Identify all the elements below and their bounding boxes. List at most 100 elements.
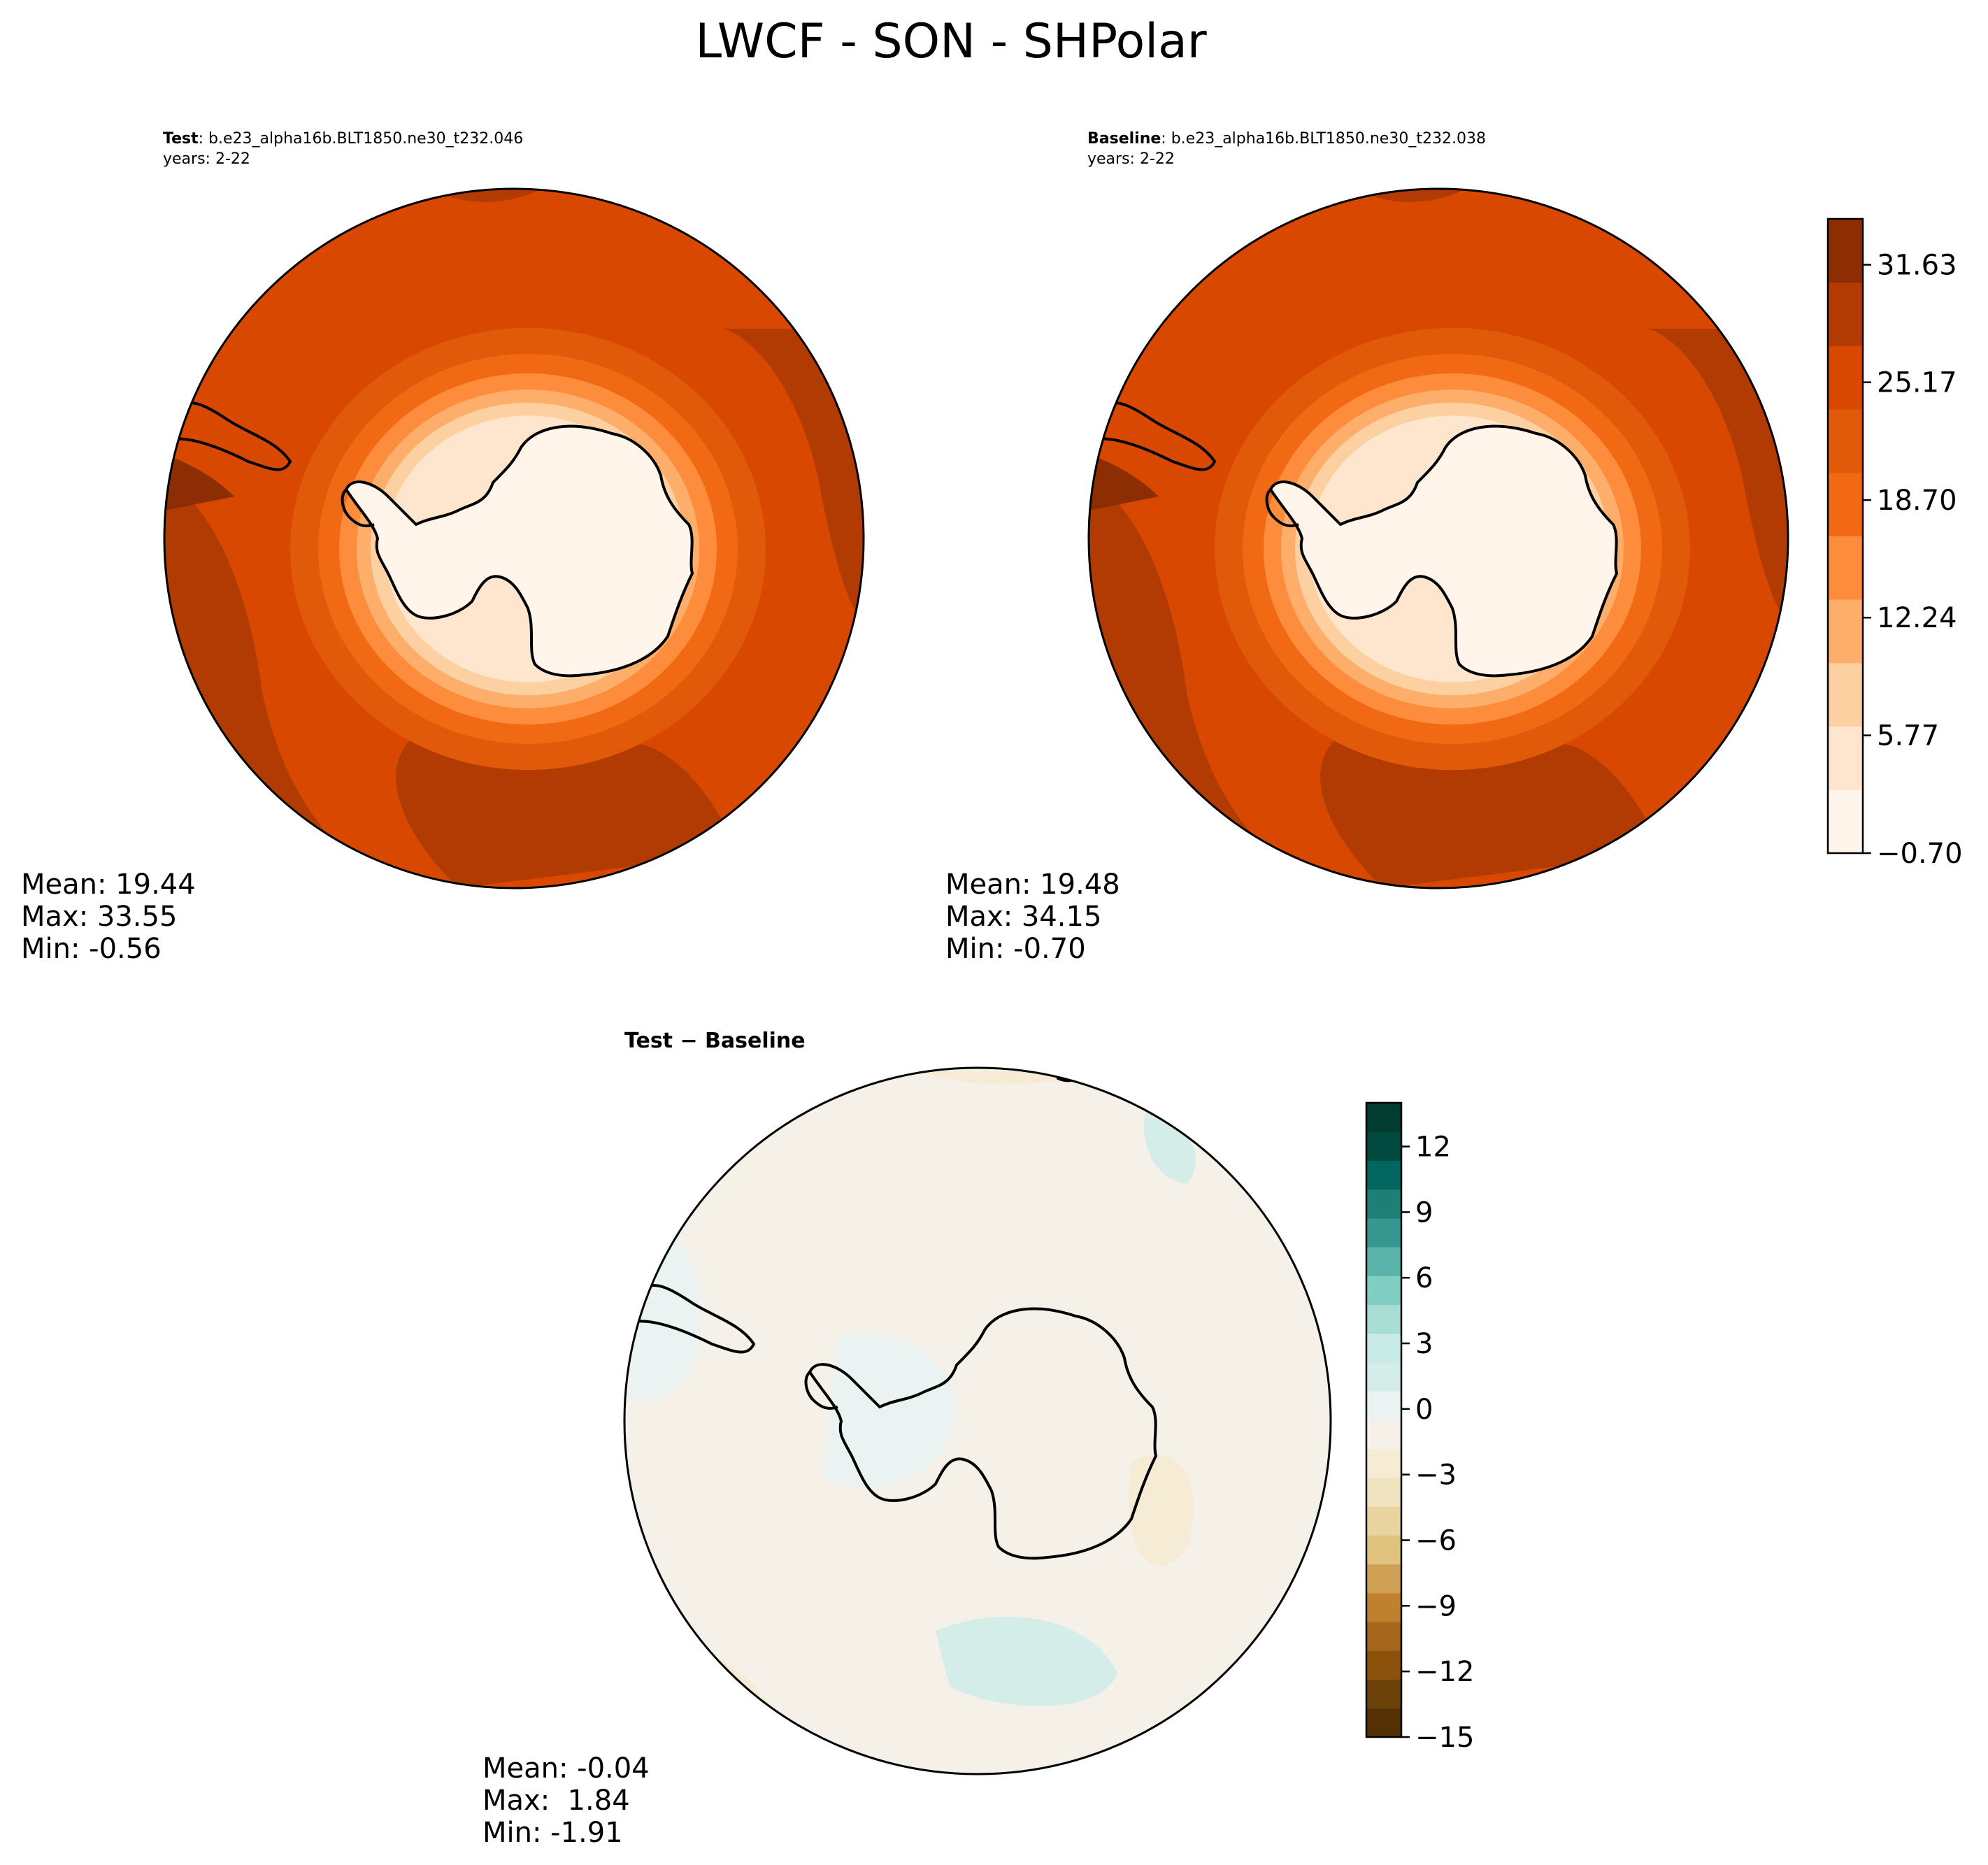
panel-baseline: Baseline: b.e23_alpha16b.BLT1850.ne30_t2…	[945, 130, 1789, 965]
panel-difference-map	[623, 1066, 1332, 1775]
colorbar-difference-segment	[1366, 1679, 1401, 1709]
panel-test-years: years: 2-22	[163, 150, 250, 168]
colorbar-difference-tick-label: −6	[1415, 1525, 1457, 1557]
panel-test: Test: b.e23_alpha16b.BLT1850.ne30_t232.0…	[21, 130, 865, 965]
panel-test-header: Test: b.e23_alpha16b.BLT1850.ne30_t232.0…	[163, 130, 523, 148]
map-boundary	[163, 187, 865, 889]
panel-baseline-years: years: 2-22	[1087, 150, 1175, 168]
colorbar-absolute: −0.70 5.77 12.24 18.70 25.17 31.63	[1826, 217, 1963, 870]
colorbar-difference-segment	[1366, 1564, 1401, 1594]
panel-baseline-map	[1087, 187, 1789, 889]
colorbar-absolute-segment	[1828, 726, 1863, 790]
south-america-coastline	[625, 1284, 756, 1354]
colorbar-difference-segment	[1366, 1189, 1401, 1219]
island-coastline	[593, 189, 617, 200]
panel-test-mean: Mean: 19.44	[21, 869, 196, 901]
colorbar-difference-segment	[1366, 1622, 1401, 1651]
colorbar-difference-segment	[1366, 1247, 1401, 1276]
field-diff-patch-4	[1129, 1454, 1194, 1566]
colorbar-difference-segment	[1366, 1217, 1401, 1248]
colorbar-difference-tick-label: −9	[1415, 1590, 1457, 1622]
panel-difference-max: Max: 1.84	[482, 1785, 630, 1817]
colorbar-absolute-segment	[1828, 345, 1863, 410]
colorbar-difference-tick-label: 6	[1415, 1262, 1433, 1294]
panel-difference-min: Min: -1.91	[482, 1817, 623, 1849]
colorbar-difference-segment	[1366, 1391, 1401, 1420]
colorbar-absolute-frame	[1826, 217, 1864, 855]
panel-difference-title: Test − Baseline	[624, 1029, 806, 1053]
panel-baseline-title-bold: Baseline	[1087, 130, 1161, 148]
colorbar-absolute-segment	[1828, 536, 1863, 600]
colorbar-absolute-segment	[1828, 219, 1863, 283]
field-band-max-2	[1648, 329, 1788, 622]
field-diff-patch-1	[824, 1333, 957, 1488]
panel-difference-mean: Mean: -0.04	[482, 1752, 650, 1785]
colorbar-difference-tick-label: −3	[1415, 1459, 1457, 1492]
colorbar-difference-segment	[1366, 1420, 1401, 1450]
panel-baseline-title-rest: : b.e23_alpha16b.BLT1850.ne30_t232.038	[1161, 130, 1486, 148]
antarctica-coastline	[1268, 424, 1619, 678]
colorbar-difference-tick-label: 3	[1415, 1328, 1433, 1360]
field-band-max-2	[724, 329, 864, 622]
antarctica-coastline	[344, 424, 694, 678]
field-band-polar	[1271, 426, 1617, 676]
colorbar-absolute-tick-label: 31.63	[1877, 250, 1957, 282]
map-boundary	[1087, 187, 1789, 889]
field-diff-patch-2	[936, 1617, 1117, 1706]
south-america-coastline	[1089, 401, 1217, 471]
panel-difference: Test − Baseline Mean: -0.04 Max: 1.84 Mi…	[482, 1029, 1332, 1849]
colorbar-absolute-tick-label: −0.70	[1877, 838, 1963, 870]
colorbar-difference-segment	[1366, 1708, 1401, 1738]
peninsula-coastline	[1265, 488, 1299, 527]
map-boundary	[623, 1066, 1332, 1775]
panel-baseline-header: Baseline: b.e23_alpha16b.BLT1850.ne30_t2…	[1087, 130, 1486, 148]
colorbar-absolute-segment	[1828, 599, 1863, 664]
colorbar-difference-tick-label: −12	[1415, 1656, 1474, 1688]
field-band-peak	[1089, 455, 1159, 510]
colorbar-difference-segment	[1366, 1506, 1401, 1536]
field-band-polar	[346, 426, 692, 676]
peninsula-coastline	[804, 1371, 838, 1410]
antarctica-coastline	[808, 1307, 1158, 1560]
panel-test-min: Min: -0.56	[21, 933, 162, 965]
colorbar-difference-tick-label: 0	[1415, 1394, 1433, 1426]
colorbar-difference-frame	[1365, 1101, 1403, 1738]
colorbar-difference-tick-label: 9	[1415, 1196, 1433, 1229]
colorbar-difference-segment	[1366, 1333, 1401, 1363]
colorbar-absolute-tick-label: 18.70	[1877, 485, 1957, 517]
colorbar-difference-segment	[1366, 1592, 1401, 1622]
colorbar-difference-segment	[1366, 1160, 1401, 1190]
colorbar-difference-tick-label: −15	[1415, 1722, 1474, 1754]
panel-baseline-min: Min: -0.70	[945, 933, 1086, 965]
colorbar-difference-segment	[1366, 1650, 1401, 1680]
panel-test-title-rest: : b.e23_alpha16b.BLT1850.ne30_t232.046	[199, 130, 524, 148]
panel-baseline-mean: Mean: 19.48	[945, 869, 1120, 901]
colorbar-difference-segment	[1366, 1304, 1401, 1334]
colorbar-absolute-tick-label: 25.17	[1877, 367, 1957, 399]
colorbar-difference: −15 −12 −9 −6 −3 0 3 6 9 12	[1365, 1101, 1474, 1754]
colorbar-absolute-segment	[1828, 472, 1863, 536]
figure-title: LWCF - SON - SHPolar	[695, 14, 1207, 69]
colorbar-absolute-segment	[1828, 409, 1863, 473]
colorbar-difference-segment	[1366, 1276, 1401, 1306]
colorbar-difference-tick-label: 12	[1415, 1131, 1451, 1164]
colorbar-absolute-tick-label: 12.24	[1877, 602, 1957, 634]
field-diff-patch-5	[1144, 1113, 1196, 1183]
panel-baseline-max: Max: 34.15	[945, 901, 1101, 933]
colorbar-difference-segment	[1366, 1131, 1401, 1161]
south-america-coastline	[164, 401, 292, 471]
colorbar-difference-segment	[1366, 1362, 1401, 1392]
panel-test-max: Max: 33.55	[21, 901, 177, 933]
colorbar-difference-segment	[1366, 1103, 1401, 1132]
colorbar-difference-segment	[1366, 1535, 1401, 1565]
colorbar-absolute-segment	[1828, 282, 1863, 346]
colorbar-difference-segment	[1366, 1477, 1401, 1507]
colorbar-absolute-segment	[1828, 662, 1863, 727]
field-band-peak	[164, 455, 234, 510]
peninsula-coastline	[341, 488, 375, 527]
panel-test-title-bold: Test	[163, 130, 199, 148]
colorbar-absolute-tick-label: 5.77	[1877, 720, 1939, 752]
island-coastline	[1517, 189, 1542, 200]
colorbar-absolute-segment	[1828, 789, 1863, 854]
